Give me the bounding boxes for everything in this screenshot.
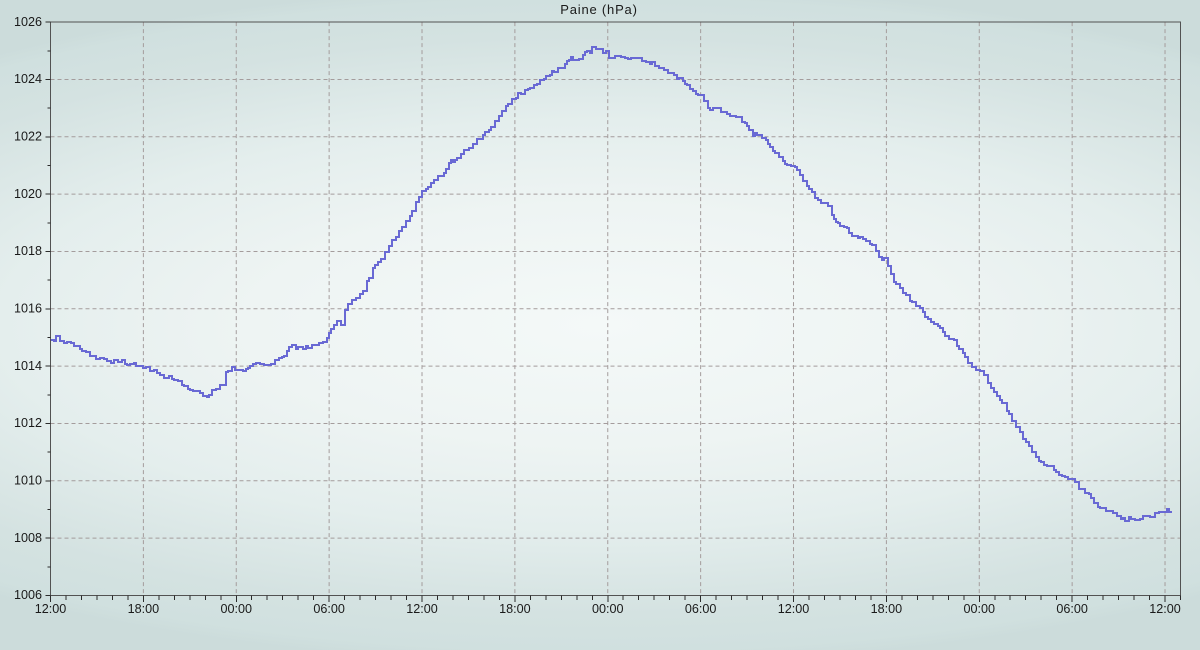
svg-text:00:00: 00:00 (220, 602, 252, 616)
svg-text:1018: 1018 (14, 244, 42, 258)
svg-text:00:00: 00:00 (964, 602, 996, 616)
svg-text:00:00: 00:00 (592, 602, 624, 616)
svg-text:18:00: 18:00 (499, 602, 531, 616)
svg-text:1008: 1008 (14, 531, 42, 545)
svg-text:1024: 1024 (14, 72, 42, 86)
svg-text:12:00: 12:00 (1149, 602, 1181, 616)
svg-text:12:00: 12:00 (778, 602, 810, 616)
svg-text:Paine (hPa): Paine (hPa) (560, 2, 637, 17)
svg-text:06:00: 06:00 (685, 602, 717, 616)
svg-text:1014: 1014 (14, 359, 42, 373)
svg-text:12:00: 12:00 (35, 602, 67, 616)
svg-text:18:00: 18:00 (128, 602, 160, 616)
svg-text:1010: 1010 (14, 473, 42, 487)
svg-text:1022: 1022 (14, 129, 42, 143)
svg-text:18:00: 18:00 (871, 602, 903, 616)
svg-text:1012: 1012 (14, 416, 42, 430)
svg-text:12:00: 12:00 (406, 602, 438, 616)
svg-text:1026: 1026 (14, 15, 42, 29)
svg-text:1016: 1016 (14, 301, 42, 315)
svg-text:1020: 1020 (14, 187, 42, 201)
svg-text:06:00: 06:00 (1056, 602, 1088, 616)
svg-text:06:00: 06:00 (313, 602, 345, 616)
svg-text:1006: 1006 (14, 588, 42, 602)
